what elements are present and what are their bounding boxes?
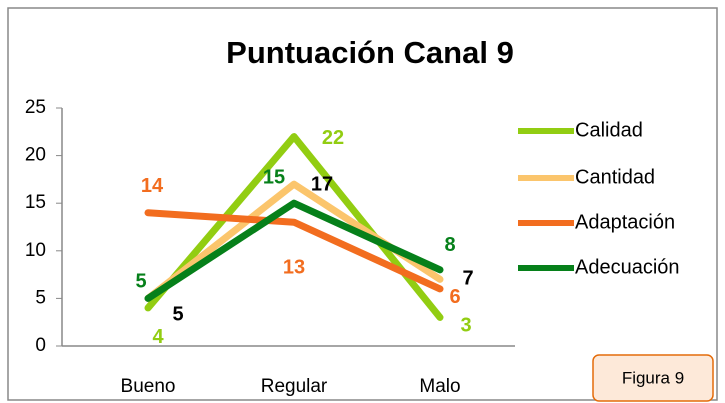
y-tick-label: 5 (35, 287, 46, 308)
data-label: 5 (172, 304, 183, 326)
x-tick-label: Bueno (121, 376, 176, 397)
figure-box (592, 354, 714, 402)
data-label: 5 (135, 271, 146, 293)
data-label: 13 (283, 257, 305, 279)
legend-label: Cantidad (575, 166, 655, 188)
y-tick-label: 10 (25, 240, 46, 261)
figure-label: Figura 9 (622, 368, 684, 387)
data-label: 4 (152, 326, 164, 348)
series-line (144, 209, 444, 293)
legend-label: Calidad (575, 119, 643, 141)
y-tick-label: 0 (35, 335, 46, 356)
data-label: 22 (322, 127, 344, 149)
chart-title: Puntuación Canal 9 (226, 35, 514, 70)
x-tick-label: Regular (261, 376, 328, 397)
data-label: 3 (460, 315, 471, 337)
data-label: 14 (141, 175, 164, 197)
chart-border (7, 7, 718, 401)
series-line (144, 133, 444, 321)
y-tick-label: 20 (25, 145, 46, 166)
legend-label: Adecuación (575, 256, 680, 278)
data-label: 17 (311, 173, 333, 195)
data-label: 15 (263, 166, 285, 188)
y-tick-label: 25 (25, 97, 46, 118)
data-label: 7 (462, 268, 473, 290)
x-tick-label: Malo (419, 376, 460, 397)
legend-label: Adaptación (575, 211, 675, 233)
data-label: 8 (444, 234, 455, 256)
data-label: 6 (449, 286, 460, 308)
series-line (144, 199, 444, 302)
y-tick-label: 15 (25, 192, 46, 213)
